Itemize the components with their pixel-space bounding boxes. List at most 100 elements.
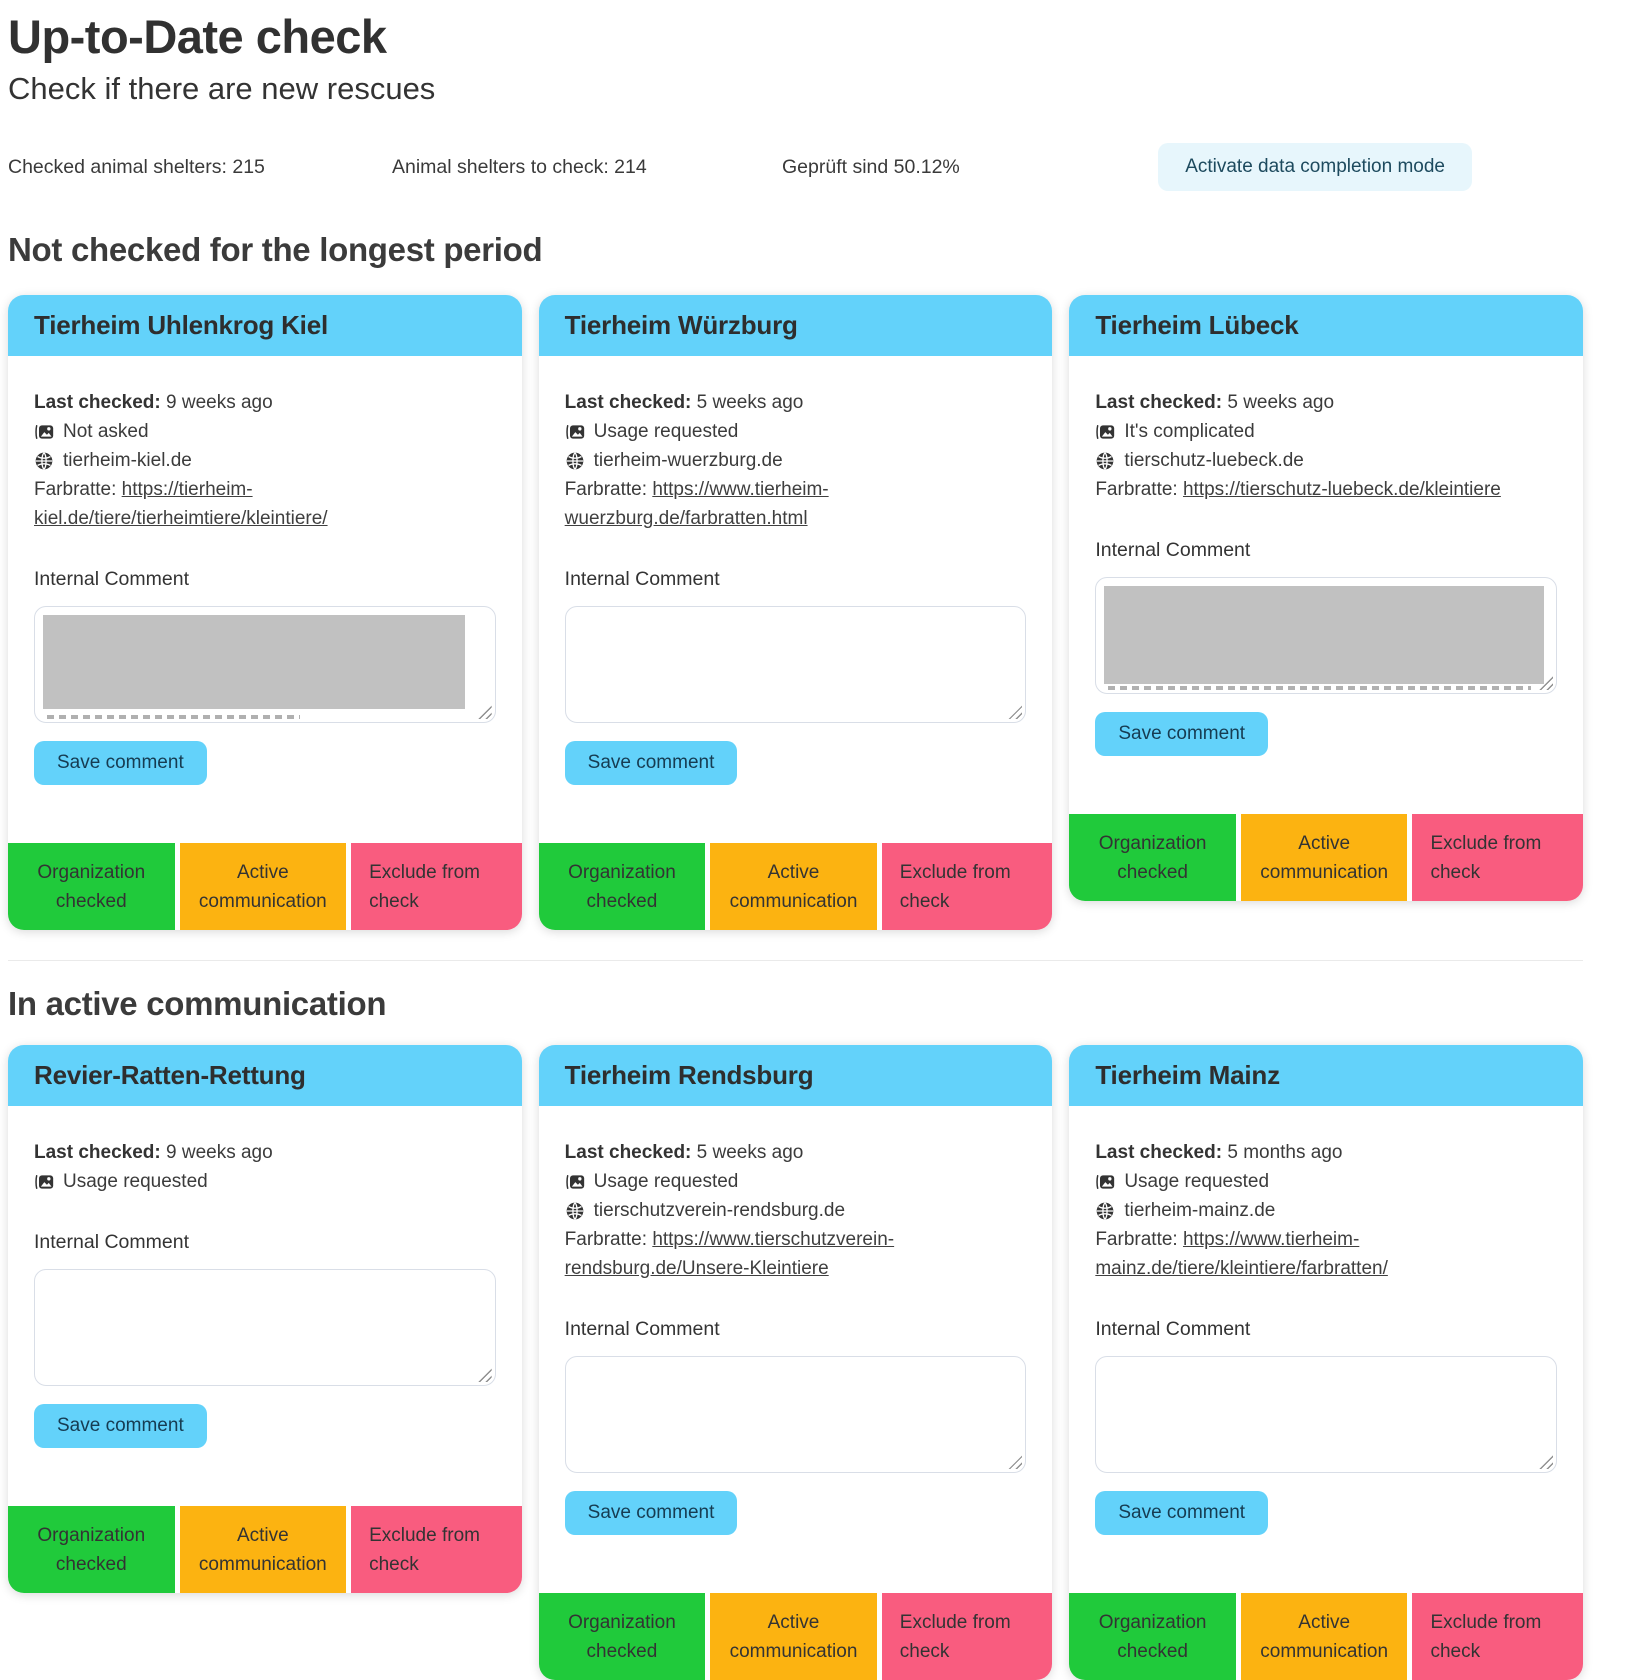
card-body: Last checked: 5 weeks ago Usage requeste… bbox=[539, 356, 1053, 786]
last-checked-line: Last checked: 5 weeks ago bbox=[1095, 388, 1557, 417]
farbratte-label: Farbratte: bbox=[564, 479, 648, 501]
active-communication-button[interactable]: Active communication bbox=[179, 843, 347, 931]
farbratte-link[interactable]: https://www.tierheim-mainz.de/tiere/klei… bbox=[1095, 1229, 1388, 1280]
photo-status-line: Not asked bbox=[34, 417, 496, 446]
farbratte-line: Farbratte: https://www.tierheim-wuerzbur… bbox=[565, 475, 1027, 533]
card-spacer bbox=[1069, 1535, 1583, 1593]
active-communication-button[interactable]: Active communication bbox=[1240, 1593, 1408, 1680]
internal-comment-textarea[interactable] bbox=[564, 606, 1027, 724]
last-checked-value: 5 weeks ago bbox=[1227, 392, 1335, 414]
farbratte-link[interactable]: https://tierschutz-luebeck.de/kleintiere bbox=[1182, 479, 1501, 501]
photo-icon bbox=[34, 422, 54, 442]
farbratte-label: Farbratte: bbox=[1095, 1229, 1178, 1251]
photo-status-line: Usage requested bbox=[1095, 1167, 1557, 1196]
internal-comment-textarea[interactable] bbox=[34, 1269, 496, 1387]
exclude-from-check-button[interactable]: Exclude from check bbox=[1412, 1593, 1583, 1680]
shelter-card-title: Tierheim Mainz bbox=[1069, 1045, 1583, 1107]
farbratte-link[interactable]: https://www.tierheim-wuerzburg.de/farbra… bbox=[564, 479, 829, 530]
photo-icon bbox=[565, 1172, 585, 1192]
photo-status-line: Usage requested bbox=[34, 1167, 496, 1196]
photo-status-line: It's complicated bbox=[1095, 417, 1557, 446]
exclude-from-check-button[interactable]: Exclude from check bbox=[1412, 814, 1583, 902]
last-checked-line: Last checked: 5 weeks ago bbox=[565, 1138, 1027, 1167]
photo-icon bbox=[1095, 422, 1115, 442]
activate-data-completion-button[interactable]: Activate data completion mode bbox=[1158, 143, 1472, 192]
photo-status-text: Usage requested bbox=[63, 1171, 208, 1193]
last-checked-label: Last checked: bbox=[34, 392, 161, 414]
stat-shelters-to-check: Animal shelters to check: 214 bbox=[392, 155, 647, 178]
exclude-from-check-button[interactable]: Exclude from check bbox=[351, 1506, 522, 1594]
cards-grid-active-communication: Revier-Ratten-Rettung Last checked: 9 we… bbox=[8, 1045, 1583, 1680]
website-line: tierheim-wuerzburg.de bbox=[565, 446, 1027, 475]
shelter-card-luebeck: Tierheim Lübeck Last checked: 5 weeks ag… bbox=[1069, 295, 1583, 902]
organization-checked-button[interactable]: Organization checked bbox=[8, 1506, 175, 1594]
internal-comment-label: Internal Comment bbox=[34, 568, 189, 591]
textarea-resize-grip[interactable] bbox=[1539, 1455, 1553, 1470]
textarea-resize-grip[interactable] bbox=[477, 1368, 492, 1383]
last-checked-line: Last checked: 9 weeks ago bbox=[34, 388, 496, 417]
textarea-resize-grip[interactable] bbox=[1008, 1455, 1023, 1470]
active-communication-button[interactable]: Active communication bbox=[179, 1506, 347, 1594]
stat-percent-checked: Geprüft sind 50.12% bbox=[782, 155, 960, 178]
farbratte-line: Farbratte: https://tierschutz-luebeck.de… bbox=[1095, 475, 1557, 504]
farbratte-link[interactable]: https://tierheim-kiel.de/tiere/tierheimt… bbox=[34, 479, 328, 530]
website-line: tierschutz-luebeck.de bbox=[1095, 446, 1557, 475]
redacted-comment-block bbox=[43, 615, 465, 710]
internal-comment-textarea[interactable] bbox=[1095, 577, 1557, 695]
last-checked-value: 5 weeks ago bbox=[696, 1142, 804, 1164]
card-spacer bbox=[539, 1535, 1053, 1593]
last-checked-label: Last checked: bbox=[1095, 392, 1223, 414]
organization-checked-button[interactable]: Organization checked bbox=[1069, 1593, 1236, 1680]
last-checked-label: Last checked: bbox=[564, 392, 692, 414]
organization-checked-button[interactable]: Organization checked bbox=[1069, 814, 1236, 902]
textarea-resize-grip[interactable] bbox=[1008, 705, 1023, 720]
last-checked-label: Last checked: bbox=[1095, 1142, 1223, 1164]
save-comment-button[interactable]: Save comment bbox=[34, 1404, 207, 1449]
card-spacer bbox=[1069, 756, 1583, 814]
internal-comment-textarea[interactable] bbox=[34, 606, 496, 724]
farbratte-link[interactable]: https://www.tierschutzverein-rendsburg.d… bbox=[564, 1229, 895, 1280]
website-text: tierheim-mainz.de bbox=[1124, 1200, 1276, 1222]
save-comment-button[interactable]: Save comment bbox=[1095, 712, 1269, 757]
exclude-from-check-button[interactable]: Exclude from check bbox=[351, 843, 522, 931]
active-communication-button[interactable]: Active communication bbox=[1240, 814, 1408, 902]
photo-icon bbox=[565, 422, 585, 442]
save-comment-button[interactable]: Save comment bbox=[564, 1491, 738, 1536]
last-checked-line: Last checked: 9 weeks ago bbox=[34, 1138, 496, 1167]
page-container: Up-to-Date check Check if there are new … bbox=[8, 10, 1583, 1680]
exclude-from-check-button[interactable]: Exclude from check bbox=[881, 1593, 1053, 1680]
shelter-card-title: Tierheim Rendsburg bbox=[538, 1045, 1053, 1107]
photo-status-line: Usage requested bbox=[565, 417, 1027, 446]
exclude-from-check-button[interactable]: Exclude from check bbox=[881, 843, 1053, 931]
farbratte-line: Farbratte: https://www.tierheim-mainz.de… bbox=[1095, 1225, 1557, 1283]
textarea-resize-grip[interactable] bbox=[477, 705, 492, 720]
globe-icon bbox=[1095, 1201, 1115, 1221]
globe-icon bbox=[565, 1201, 585, 1221]
active-communication-button[interactable]: Active communication bbox=[710, 1593, 877, 1680]
organization-checked-button[interactable]: Organization checked bbox=[538, 843, 706, 931]
card-actions: Organization checked Active communicatio… bbox=[538, 1593, 1053, 1680]
card-spacer bbox=[8, 1448, 522, 1506]
card-actions: Organization checked Active communicatio… bbox=[538, 843, 1053, 931]
organization-checked-button[interactable]: Organization checked bbox=[538, 1593, 706, 1680]
globe-icon bbox=[565, 451, 585, 471]
globe-icon bbox=[34, 451, 54, 471]
save-comment-button[interactable]: Save comment bbox=[564, 741, 738, 786]
photo-status-text: Not asked bbox=[63, 421, 149, 443]
save-comment-button[interactable]: Save comment bbox=[1095, 1491, 1269, 1536]
internal-comment-label: Internal Comment bbox=[1095, 539, 1251, 562]
photo-status-text: Usage requested bbox=[593, 421, 739, 443]
organization-checked-button[interactable]: Organization checked bbox=[8, 843, 175, 931]
internal-comment-label: Internal Comment bbox=[564, 568, 720, 591]
internal-comment-textarea[interactable] bbox=[1095, 1356, 1557, 1474]
last-checked-line: Last checked: 5 weeks ago bbox=[565, 388, 1027, 417]
card-actions: Organization checked Active communicatio… bbox=[8, 843, 522, 931]
redacted-comment-block bbox=[1104, 586, 1544, 685]
internal-comment-textarea[interactable] bbox=[564, 1356, 1027, 1474]
save-comment-button[interactable]: Save comment bbox=[34, 741, 207, 786]
card-actions: Organization checked Active communicatio… bbox=[1069, 1593, 1583, 1680]
active-communication-button[interactable]: Active communication bbox=[710, 843, 877, 931]
photo-status-text: It's complicated bbox=[1124, 421, 1255, 443]
page-subtitle: Check if there are new rescues bbox=[8, 71, 436, 107]
stats-row: Checked animal shelters: 215 Animal shel… bbox=[8, 143, 1583, 192]
